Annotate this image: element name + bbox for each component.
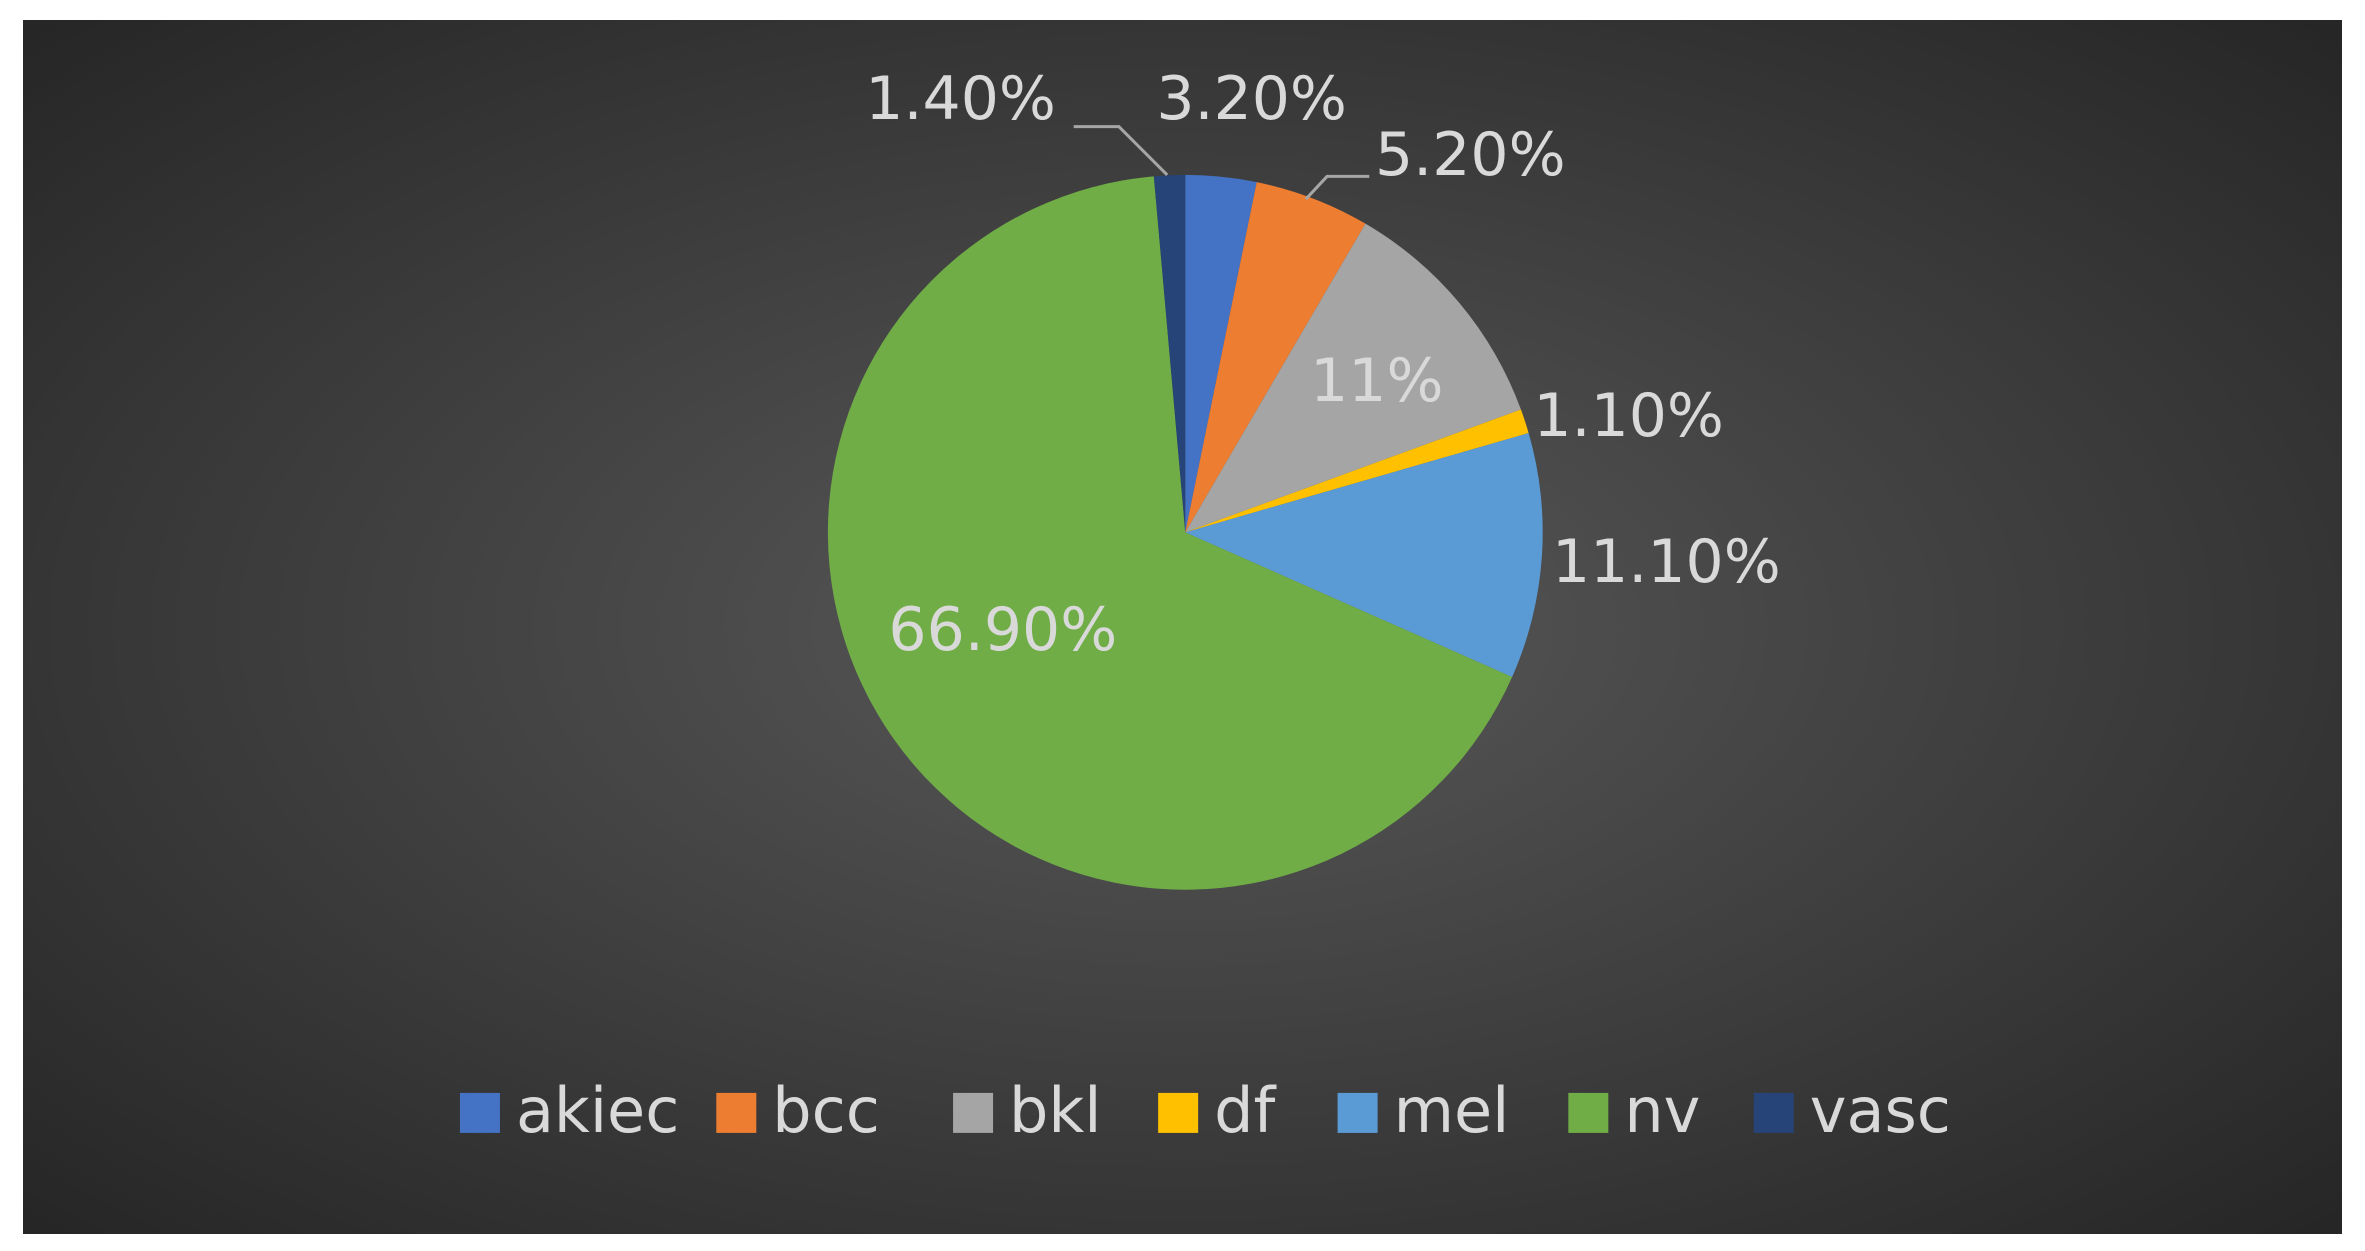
leader-line: [1073, 125, 1169, 176]
legend-swatch: [459, 1092, 500, 1133]
data-label: 11%: [1310, 346, 1443, 416]
legend-swatch: [953, 1092, 994, 1133]
legend-label: mel: [1394, 1074, 1510, 1147]
legend: akiec bcc bkl df mel nv vasc: [459, 1074, 1951, 1147]
data-labels: 3.20% 5.20% 11% 1.10% 11.10% 66.90% 1.40%: [865, 64, 1780, 665]
legend-label: bkl: [1009, 1074, 1102, 1147]
data-label: 3.20%: [1156, 64, 1347, 134]
legend-label: nv: [1624, 1074, 1700, 1147]
legend-swatch: [1568, 1092, 1609, 1133]
pie-slice: [1153, 174, 1186, 533]
data-label: 5.20%: [1375, 120, 1566, 190]
data-label: 1.10%: [1533, 381, 1724, 451]
pie-slice: [1185, 433, 1543, 677]
data-label: 11.10%: [1552, 527, 1781, 597]
leader-line: [1304, 174, 1370, 201]
legend-label: vasc: [1810, 1074, 1951, 1147]
legend-swatch: [1158, 1092, 1199, 1133]
pie: [827, 174, 1543, 890]
pie-slice: [1185, 409, 1529, 533]
pie-slice: [827, 176, 1513, 890]
legend-swatch: [716, 1092, 757, 1133]
legend-label: df: [1214, 1074, 1277, 1147]
legend-label: akiec: [516, 1074, 679, 1147]
legend-swatch: [1753, 1092, 1794, 1133]
pie-slice: [1185, 182, 1366, 533]
data-label: 66.90%: [888, 595, 1117, 665]
legend-label: bcc: [772, 1074, 880, 1147]
data-label: 1.40%: [865, 64, 1056, 134]
pie-slice: [1185, 174, 1257, 533]
pie-slice: [1185, 223, 1521, 533]
legend-swatch: [1337, 1092, 1378, 1133]
